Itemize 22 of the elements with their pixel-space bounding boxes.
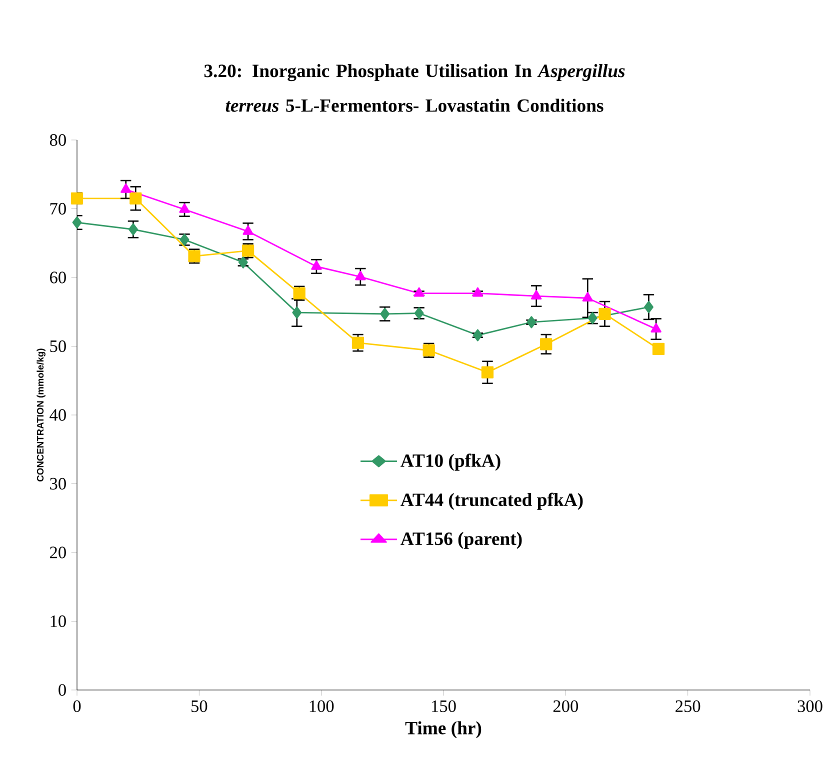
x-tick-label: 250 xyxy=(676,700,700,712)
chart-title: 3.20: Inorganic Phosphate Utilisation In Aspergillus terreus 5-L-Fermentors- Lovastatin Conditions xyxy=(204,64,625,112)
y-tick-label: 20 xyxy=(50,546,66,558)
x-tick-label: 100 xyxy=(310,700,334,712)
y-tick-label: 10 xyxy=(50,615,66,628)
y-tick-label: 30 xyxy=(50,478,66,490)
legend-label: AT10 (pfkA) xyxy=(400,454,500,471)
y-tick-label: 60 xyxy=(50,272,66,284)
x-tick-label: 150 xyxy=(432,700,456,712)
y-tick-label: 70 xyxy=(50,202,66,215)
y-tick-label: 40 xyxy=(50,409,66,421)
x-tick-label: 300 xyxy=(798,700,822,712)
y-tick-label: 50 xyxy=(50,340,66,352)
legend-label: AT44 (truncated pfkA) xyxy=(400,492,583,510)
x-tick-label: 200 xyxy=(553,700,578,712)
x-axis-title: Time (hr) xyxy=(405,721,482,738)
x-tick-label: 0 xyxy=(73,700,81,712)
x-tick-label: 50 xyxy=(192,700,208,712)
legend-label: AT156 (parent) xyxy=(400,532,522,549)
y-tick-label: 0 xyxy=(58,684,66,696)
y-axis-title: CONCENTRATION (mmole/kg) xyxy=(36,348,46,482)
y-tick-label: 80 xyxy=(50,134,66,146)
